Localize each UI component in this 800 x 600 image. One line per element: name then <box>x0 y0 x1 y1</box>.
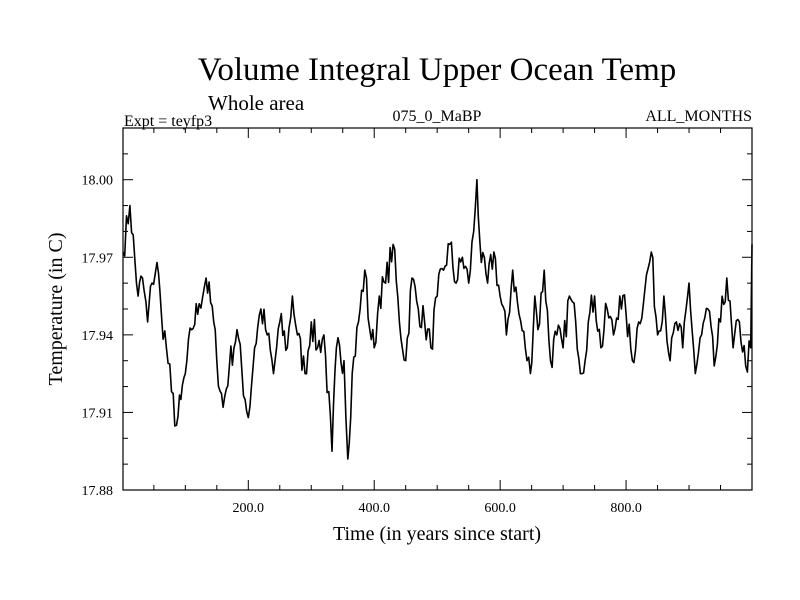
chart-subtitle: Whole area <box>208 91 305 115</box>
y-tick-label: 17.91 <box>82 406 114 421</box>
experiment-label: Expt = teyfp3 <box>124 113 212 130</box>
run-label: 075_0_MaBP <box>393 108 482 125</box>
chart-title: Volume Integral Upper Ocean Temp <box>198 52 676 88</box>
temperature-series-line <box>122 178 753 460</box>
x-axis-label: Time (in years since start) <box>333 523 541 545</box>
x-tick-label: 200.0 <box>233 501 265 516</box>
months-label: ALL_MONTHS <box>645 108 752 125</box>
y-axis-label: Temperature (in C) <box>45 233 67 386</box>
x-axis: 200.0 400.0 600.0 800.0 <box>153 128 722 516</box>
y-tick-label: 17.97 <box>82 251 114 266</box>
y-tick-label: 18.00 <box>82 174 114 189</box>
x-tick-label: 800.0 <box>610 501 642 516</box>
y-tick-label: 17.88 <box>82 484 114 499</box>
x-tick-label: 600.0 <box>484 501 516 516</box>
plot-frame <box>122 127 753 491</box>
y-axis: 17.88 17.91 17.94 17.97 18.00 <box>82 127 752 499</box>
x-tick-label: 400.0 <box>358 501 390 516</box>
y-tick-label: 17.94 <box>82 329 114 344</box>
